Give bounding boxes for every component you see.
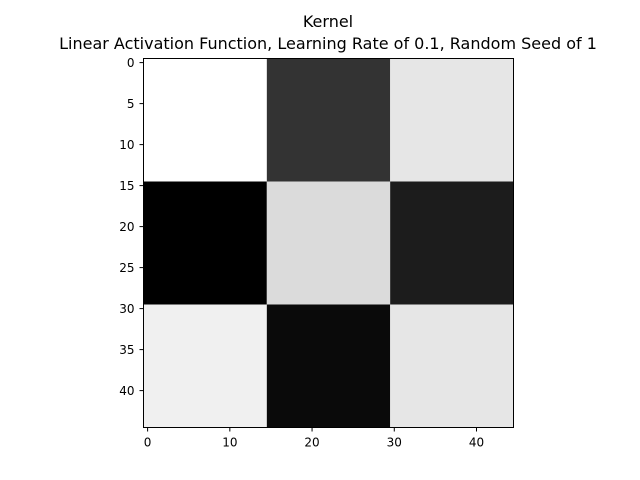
y-tick-label: 15 xyxy=(119,179,134,193)
x-tick-label: 10 xyxy=(222,436,237,450)
y-tick-label: 0 xyxy=(127,56,135,70)
chart-subtitle: Linear Activation Function, Learning Rat… xyxy=(59,34,597,53)
heatmap-cell-r1-c0 xyxy=(143,181,267,305)
heatmap-cell-r0-c0 xyxy=(143,58,267,182)
x-axis: 0 10 20 30 40 xyxy=(144,427,484,450)
y-tick-label: 35 xyxy=(119,343,134,357)
heatmap-cell-r1-c1 xyxy=(266,181,391,305)
plot-frame xyxy=(143,58,514,428)
y-tick-label: 5 xyxy=(127,97,135,111)
heatmap-cell-r0-c1 xyxy=(266,58,391,182)
y-tick-label: 20 xyxy=(119,220,134,234)
x-tick-label: 40 xyxy=(469,436,484,450)
y-tick-label: 40 xyxy=(119,384,134,398)
x-tick-label: 20 xyxy=(304,436,319,450)
heatmap-cell-r2-c1 xyxy=(266,304,391,428)
heatmap-cell-r1-c2 xyxy=(390,181,514,305)
y-tick-label: 30 xyxy=(119,302,134,316)
y-tick-label: 10 xyxy=(119,138,134,152)
heatmap-cell-r0-c2 xyxy=(390,58,514,182)
y-axis: 0 5 10 15 20 25 30 35 40 xyxy=(119,56,144,398)
heatmap-cells xyxy=(143,58,514,428)
x-tick-label: 0 xyxy=(144,436,152,450)
heatmap-cell-r2-c2 xyxy=(390,304,514,428)
chart-title: Kernel xyxy=(303,12,353,31)
heatmap-cell-r2-c0 xyxy=(143,304,267,428)
x-tick-label: 30 xyxy=(387,436,402,450)
y-tick-label: 25 xyxy=(119,261,134,275)
